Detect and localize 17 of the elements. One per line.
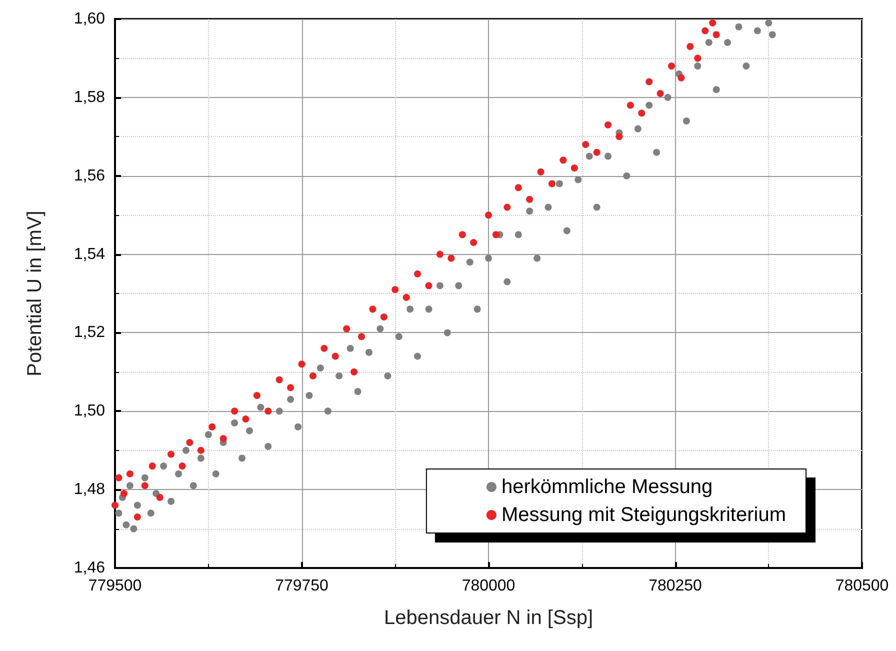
- legend-label: Messung mit Steigungskriterium: [501, 504, 786, 526]
- y-tick-label: 1,54: [74, 246, 106, 263]
- y-axis-title: Potential U in [mV]: [24, 210, 46, 376]
- y-tick-label: 1,46: [74, 560, 106, 576]
- y-tick-label: 1,60: [74, 10, 106, 28]
- y-tick-label: 1,50: [74, 402, 106, 420]
- y-tick-label: 1,58: [74, 88, 106, 106]
- x-tick-label: 780500: [835, 578, 889, 594]
- legend-label: herkömmliche Messung: [501, 476, 713, 498]
- x-tick-label: 780000: [462, 578, 516, 594]
- x-tick-label: 779750: [275, 578, 329, 594]
- y-tick-label: 1,48: [74, 481, 106, 498]
- y-tick-label: 1,52: [74, 324, 106, 342]
- x-axis-title: Lebensdauer N in [Ssp]: [384, 607, 594, 629]
- y-tick-label: 1,56: [74, 167, 106, 184]
- x-tick-label: 779500: [88, 578, 142, 594]
- x-tick-label: 780250: [648, 578, 702, 594]
